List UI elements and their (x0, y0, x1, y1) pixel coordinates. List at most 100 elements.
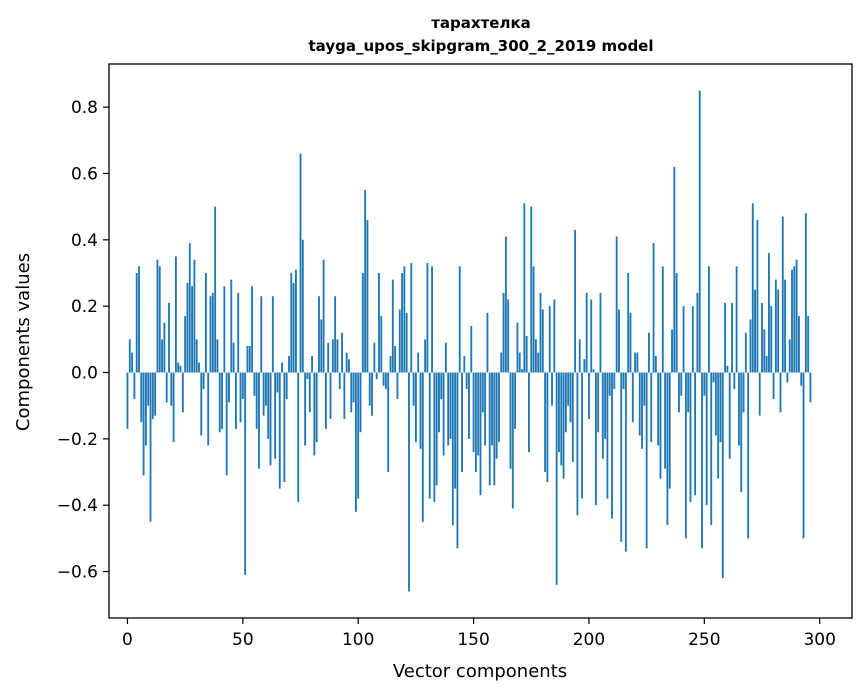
bar (698, 90, 701, 373)
bar (613, 372, 616, 390)
bar (728, 372, 731, 459)
y-tick-label: 0.4 (71, 231, 98, 251)
bar (620, 372, 623, 542)
bar (571, 372, 574, 463)
bar (777, 289, 780, 373)
bar (735, 266, 738, 373)
bar (668, 372, 671, 489)
bar (638, 372, 641, 436)
bar (675, 272, 678, 373)
bar (507, 299, 510, 373)
bar (560, 372, 563, 466)
bar (147, 372, 150, 406)
bar (514, 372, 517, 429)
bar (262, 372, 265, 416)
bar (357, 372, 360, 499)
bar (181, 372, 184, 413)
bar (336, 339, 339, 373)
bar (218, 372, 221, 433)
bar (701, 372, 703, 549)
bar (671, 329, 673, 373)
bar (518, 352, 521, 373)
bar (484, 372, 487, 446)
bar (541, 309, 544, 373)
bar (361, 272, 364, 373)
bar (800, 372, 803, 386)
bar (657, 372, 660, 446)
bar (193, 259, 196, 373)
bar (375, 372, 378, 380)
bar (798, 316, 800, 373)
bar (804, 213, 807, 373)
bar (772, 372, 775, 400)
bar (774, 279, 777, 373)
bar (246, 345, 249, 373)
bar (461, 372, 463, 473)
bar (285, 372, 288, 400)
bar (149, 372, 152, 522)
bar (225, 372, 228, 476)
bar (627, 272, 630, 373)
bar (151, 372, 154, 419)
bar (594, 372, 597, 506)
bar (578, 339, 581, 373)
bar (331, 339, 334, 373)
bar (126, 372, 129, 429)
bar (703, 372, 706, 396)
bar (412, 372, 415, 406)
bar (168, 302, 170, 373)
bar (426, 263, 429, 373)
x-tick-label: 250 (688, 630, 720, 650)
bar (694, 372, 697, 496)
bar (749, 319, 752, 373)
bar (754, 289, 757, 373)
bar (211, 292, 214, 373)
y-axis-ticks: −0.6 −0.4 −0.2 0.0 0.2 0.4 0.6 0.8 (57, 98, 109, 583)
bar (781, 216, 784, 373)
bar (588, 372, 590, 419)
bar (470, 326, 473, 373)
bar (756, 219, 759, 373)
bar (394, 345, 397, 373)
bar (661, 266, 664, 373)
bar (191, 286, 193, 373)
bar (525, 336, 528, 373)
bar (463, 355, 466, 373)
bar (387, 372, 390, 473)
bar (253, 372, 256, 396)
bar (458, 266, 461, 373)
bar (724, 302, 727, 373)
bar (530, 206, 533, 373)
bar (532, 266, 535, 373)
bar (403, 266, 406, 373)
bar (313, 372, 316, 456)
bar (648, 332, 650, 373)
bar (435, 372, 438, 486)
bar (311, 355, 313, 373)
bar (456, 372, 459, 549)
x-tick-label: 0 (122, 630, 133, 650)
bar (380, 316, 383, 373)
bar (405, 312, 408, 373)
bar (204, 272, 207, 373)
bar (140, 372, 143, 423)
bar (509, 372, 512, 469)
bar (763, 329, 766, 373)
bar (364, 190, 367, 373)
bar (691, 306, 694, 373)
bar (689, 372, 692, 502)
bar (624, 372, 627, 552)
bar (350, 372, 353, 413)
bar (244, 372, 247, 575)
bar (791, 269, 793, 373)
chart-title: тарахтелка (431, 14, 531, 32)
bar (682, 306, 685, 373)
bar (188, 243, 191, 373)
bar (491, 372, 493, 446)
bar (597, 372, 600, 433)
bar (271, 296, 274, 373)
bar (738, 372, 740, 446)
bar (378, 272, 380, 373)
bar (742, 372, 745, 413)
bar (221, 372, 223, 429)
